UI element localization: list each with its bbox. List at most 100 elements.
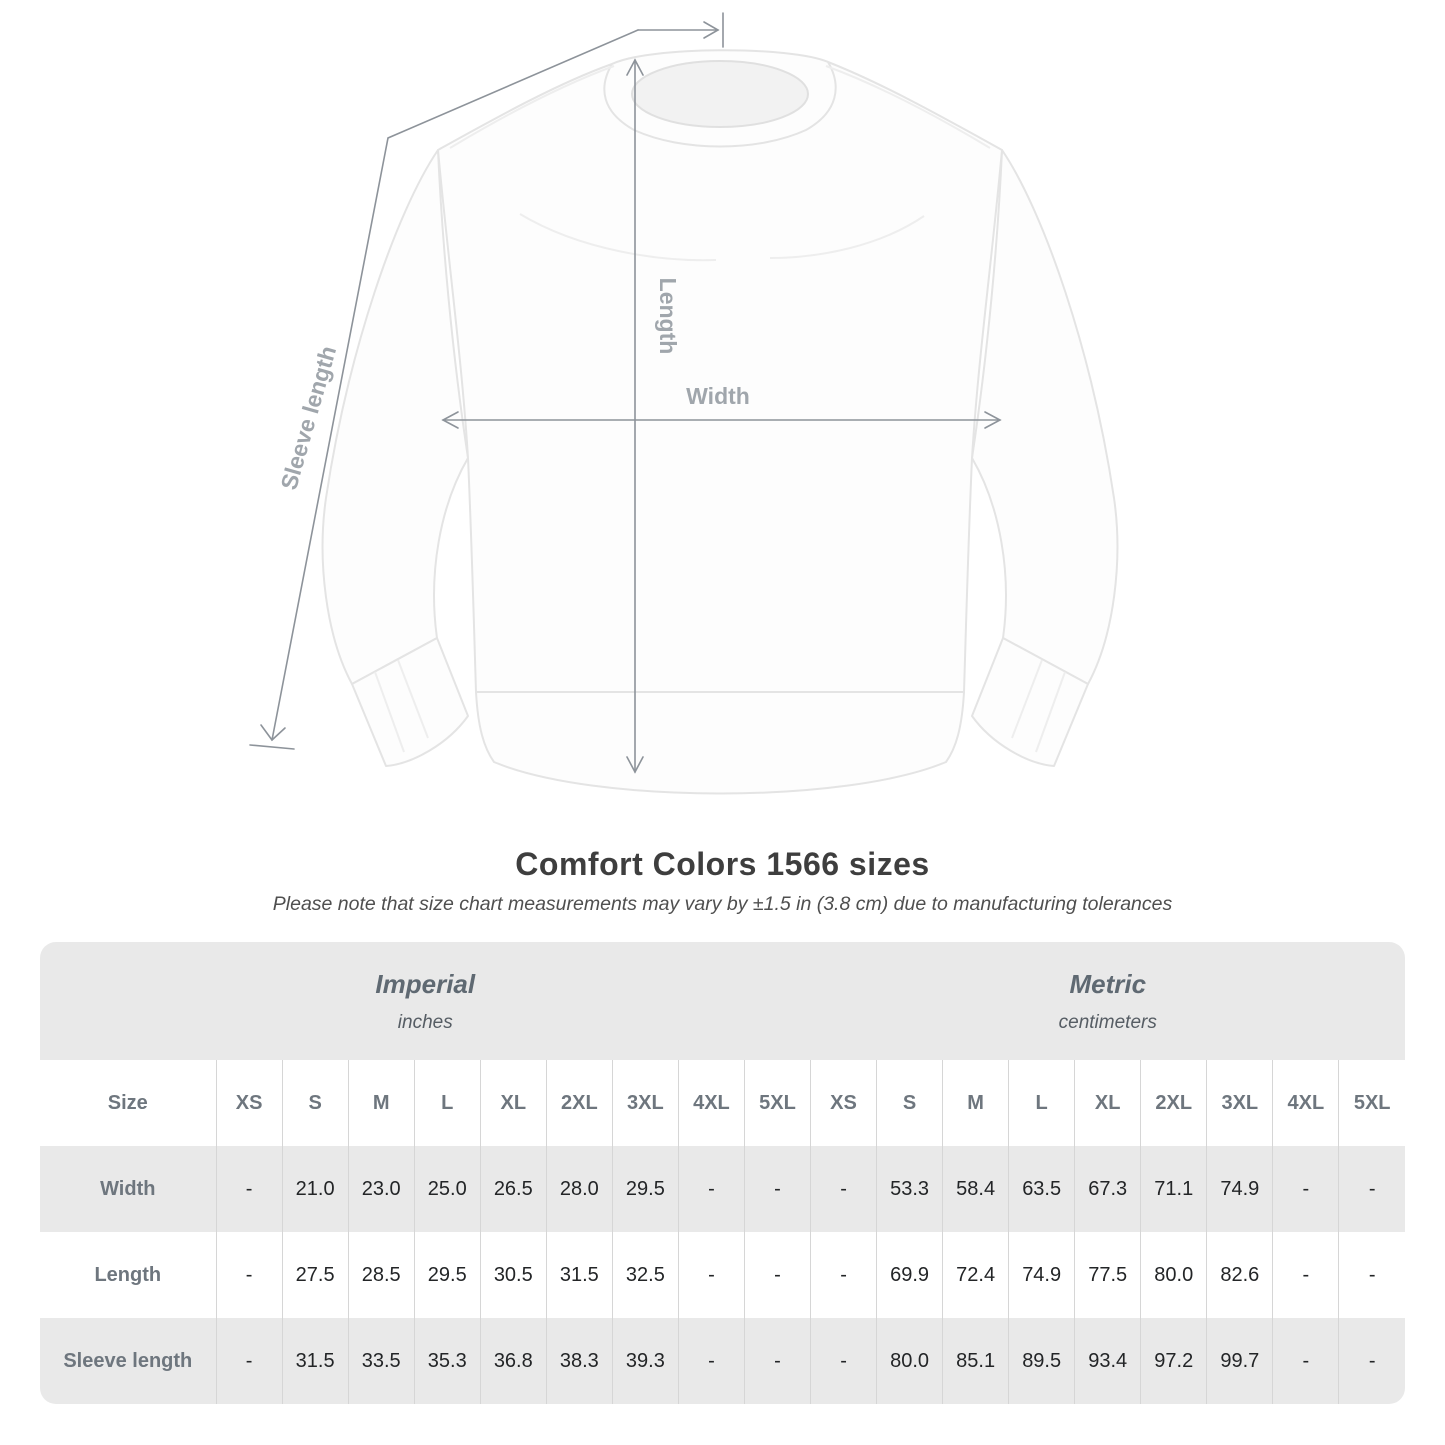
size-header-cell: S xyxy=(282,1060,349,1146)
value-cell: 27.5 xyxy=(282,1232,349,1318)
value-cell: - xyxy=(744,1146,812,1232)
value-cell: 93.4 xyxy=(1074,1318,1142,1404)
page-title: Comfort Colors 1566 sizes xyxy=(515,846,930,882)
arrowhead-down-icon xyxy=(260,724,286,742)
size-header-cell: 5XL xyxy=(1338,1060,1405,1146)
sweatshirt-shape xyxy=(321,49,1119,795)
metric-unit: centimeters xyxy=(1058,1011,1157,1033)
width-dimension-line xyxy=(441,411,1002,429)
metric-title: Metric xyxy=(1069,968,1147,999)
size-header-cell: 4XL xyxy=(678,1060,745,1146)
value-cell: 31.5 xyxy=(282,1318,349,1404)
value-cell: - xyxy=(1368,1177,1376,1200)
arrowhead-right-icon xyxy=(703,21,720,39)
value-cell: - xyxy=(810,1232,878,1318)
value-cell: 67.3 xyxy=(1074,1146,1142,1232)
imperial-title: Imperial xyxy=(375,968,476,999)
sweatshirt-illustration: Sleeve length Length Width xyxy=(249,12,1119,795)
value-cell: 53.3 xyxy=(876,1146,944,1232)
garment-measurement-diagram: Sleeve length Length Width xyxy=(249,12,1119,795)
value-cell: 80.0 xyxy=(876,1318,944,1404)
value-cell: 28.5 xyxy=(348,1232,415,1318)
imperial-unit-header: Imperial inches xyxy=(40,942,811,1060)
arrowhead-up-icon xyxy=(626,58,644,76)
left-cuff xyxy=(351,637,469,767)
value-cell: 71.1 xyxy=(1140,1146,1208,1232)
width-label: Width xyxy=(686,383,750,409)
size-header-cell: L xyxy=(1008,1060,1076,1146)
value-cell: 82.6 xyxy=(1206,1232,1274,1318)
value-cell: - xyxy=(810,1318,878,1404)
value-cell: - xyxy=(810,1146,878,1232)
collar-opening xyxy=(631,60,809,128)
value-cell: - xyxy=(1272,1318,1340,1404)
size-header-cell: M xyxy=(942,1060,1010,1146)
size-header-cell: S xyxy=(876,1060,944,1146)
value-cell: - xyxy=(1368,1349,1376,1372)
value-cell: - xyxy=(1272,1232,1340,1318)
table-row-width: Width - 21.0 23.0 25.0 26.5 28.0 29.5 - … xyxy=(40,1146,1405,1232)
length-dimension-line xyxy=(626,58,644,774)
body-panel xyxy=(437,50,1003,693)
value-cell: - xyxy=(678,1318,745,1404)
value-cell: - xyxy=(216,1232,283,1318)
value-cell: 97.2 xyxy=(1140,1318,1208,1404)
sleeve-length-dimension-line xyxy=(249,12,724,750)
size-chart: Imperial inches Metric centimeters Size … xyxy=(40,942,1405,1404)
value-cell: 58.4 xyxy=(942,1146,1010,1232)
metric-unit-header: Metric centimeters xyxy=(810,942,1405,1060)
waistband xyxy=(475,691,965,795)
value-cell: - xyxy=(678,1232,745,1318)
size-col-header: Size xyxy=(40,1060,217,1146)
value-cell: 77.5 xyxy=(1074,1232,1142,1318)
size-header-cell: XS xyxy=(810,1060,878,1146)
size-header-cell: 3XL xyxy=(1206,1060,1274,1146)
size-header-cell: 4XL xyxy=(1272,1060,1340,1146)
imperial-unit: inches xyxy=(397,1011,453,1033)
value-cell: - xyxy=(216,1318,283,1404)
value-cell: 25.0 xyxy=(414,1146,481,1232)
size-header-cell: 2XL xyxy=(546,1060,613,1146)
seam-lines xyxy=(374,65,1066,753)
value-cell: 26.5 xyxy=(480,1146,547,1232)
value-cell: 99.7 xyxy=(1206,1318,1274,1404)
value-cell: 89.5 xyxy=(1008,1318,1076,1404)
measurement-label: Length xyxy=(40,1232,217,1318)
value-cell: 39.3 xyxy=(612,1318,679,1404)
value-cell: 30.5 xyxy=(480,1232,547,1318)
size-header-cell: 2XL xyxy=(1140,1060,1208,1146)
size-header-cell: 5XL xyxy=(744,1060,812,1146)
value-cell: 32.5 xyxy=(612,1232,679,1318)
size-header-cell: L xyxy=(414,1060,481,1146)
measurement-label: Width xyxy=(40,1146,217,1232)
value-cell: 21.0 xyxy=(282,1146,349,1232)
value-cell: 74.9 xyxy=(1206,1146,1274,1232)
value-cell: 29.5 xyxy=(414,1232,481,1318)
tolerance-note: Please note that size chart measurements… xyxy=(272,893,1173,915)
value-cell: - xyxy=(744,1232,812,1318)
value-cell: 38.3 xyxy=(546,1318,613,1404)
size-chart-table: Imperial inches Metric centimeters Size … xyxy=(40,942,1405,1404)
value-cell: 80.0 xyxy=(1140,1232,1208,1318)
value-cell: - xyxy=(744,1318,812,1404)
value-cell: - xyxy=(216,1146,283,1232)
value-cell: - xyxy=(1368,1263,1376,1286)
size-header-cell: XS xyxy=(216,1060,283,1146)
value-cell: 85.1 xyxy=(942,1318,1010,1404)
size-header-cell: M xyxy=(348,1060,415,1146)
size-header-cell: 3XL xyxy=(612,1060,679,1146)
value-cell: 31.5 xyxy=(546,1232,613,1318)
arrowhead-down-icon xyxy=(626,756,644,774)
table-row-length: Length - 27.5 28.5 29.5 30.5 31.5 32.5 -… xyxy=(40,1232,1405,1318)
arrowhead-left-icon xyxy=(441,411,459,429)
value-cell: 63.5 xyxy=(1008,1146,1076,1232)
value-cell: 23.0 xyxy=(348,1146,415,1232)
value-cell: 28.0 xyxy=(546,1146,613,1232)
value-cell: 74.9 xyxy=(1008,1232,1076,1318)
sleeve-bottom-tick xyxy=(249,744,295,750)
table-row-sleeve-length: Sleeve length - 31.5 33.5 35.3 36.8 38.3… xyxy=(40,1318,1405,1404)
value-cell: 33.5 xyxy=(348,1318,415,1404)
value-cell: - xyxy=(678,1146,745,1232)
size-header-cell: XL xyxy=(480,1060,547,1146)
value-cell: - xyxy=(1272,1146,1340,1232)
